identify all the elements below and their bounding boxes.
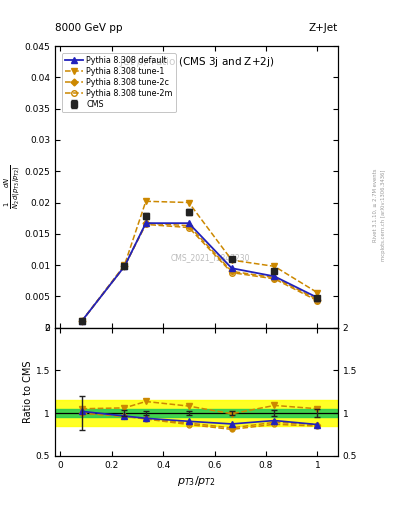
Text: mcplots.cern.ch [arXiv:1306.3436]: mcplots.cern.ch [arXiv:1306.3436] — [381, 169, 386, 261]
Pythia 8.308 default — [79, 318, 84, 325]
Pythia 8.308 tune-2m — [122, 263, 127, 269]
Pythia 8.308 default — [122, 263, 127, 269]
Pythia 8.308 tune-2c — [122, 263, 127, 269]
Pythia 8.308 tune-1 — [272, 263, 277, 269]
Pythia 8.308 tune-2c — [143, 220, 148, 226]
Pythia 8.308 default — [143, 220, 148, 226]
Pythia 8.308 tune-1 — [315, 290, 320, 296]
Pythia 8.308 tune-2c — [315, 296, 320, 303]
Y-axis label: Ratio to CMS: Ratio to CMS — [23, 360, 33, 423]
Pythia 8.308 tune-1 — [143, 198, 148, 204]
Text: Z+Jet: Z+Jet — [309, 23, 338, 33]
Pythia 8.308 tune-2c — [186, 223, 191, 229]
X-axis label: $p_{T3}/p_{T2}$: $p_{T3}/p_{T2}$ — [177, 474, 216, 488]
Pythia 8.308 tune-1 — [186, 200, 191, 206]
Y-axis label: $\frac{1}{N_2}\frac{dN}{d(p_{T3}/p_{T2})}$: $\frac{1}{N_2}\frac{dN}{d(p_{T3}/p_{T2})… — [2, 165, 22, 209]
Text: 8000 GeV pp: 8000 GeV pp — [55, 23, 123, 33]
Pythia 8.308 default — [315, 294, 320, 301]
Pythia 8.308 tune-2c — [272, 274, 277, 281]
Pythia 8.308 tune-2c — [230, 268, 234, 274]
Legend: Pythia 8.308 default, Pythia 8.308 tune-1, Pythia 8.308 tune-2c, Pythia 8.308 tu: Pythia 8.308 default, Pythia 8.308 tune-… — [62, 53, 176, 113]
Pythia 8.308 tune-1 — [230, 257, 234, 263]
Pythia 8.308 tune-2m — [230, 269, 234, 275]
Line: Pythia 8.308 tune-2c: Pythia 8.308 tune-2c — [79, 221, 320, 324]
Text: Rivet 3.1.10, ≥ 2.7M events: Rivet 3.1.10, ≥ 2.7M events — [373, 168, 378, 242]
Pythia 8.308 tune-2m — [143, 221, 148, 227]
Line: Pythia 8.308 default: Pythia 8.308 default — [78, 220, 321, 325]
Text: CMS_2021_I1847230: CMS_2021_I1847230 — [171, 253, 250, 262]
Pythia 8.308 default — [272, 273, 277, 280]
Pythia 8.308 tune-1 — [122, 262, 127, 268]
Line: Pythia 8.308 tune-2m: Pythia 8.308 tune-2m — [79, 222, 320, 324]
Text: Jet $p_T$ ratio (CMS 3j and Z+2j): Jet $p_T$ ratio (CMS 3j and Z+2j) — [119, 55, 274, 69]
Line: Pythia 8.308 tune-1: Pythia 8.308 tune-1 — [78, 198, 321, 325]
Pythia 8.308 tune-2c — [79, 318, 84, 325]
Pythia 8.308 default — [230, 265, 234, 271]
Pythia 8.308 tune-2m — [272, 276, 277, 282]
Pythia 8.308 tune-2m — [186, 224, 191, 230]
Pythia 8.308 tune-2m — [315, 297, 320, 304]
Pythia 8.308 tune-2m — [79, 318, 84, 325]
Pythia 8.308 default — [186, 220, 191, 226]
Pythia 8.308 tune-1 — [79, 318, 84, 325]
